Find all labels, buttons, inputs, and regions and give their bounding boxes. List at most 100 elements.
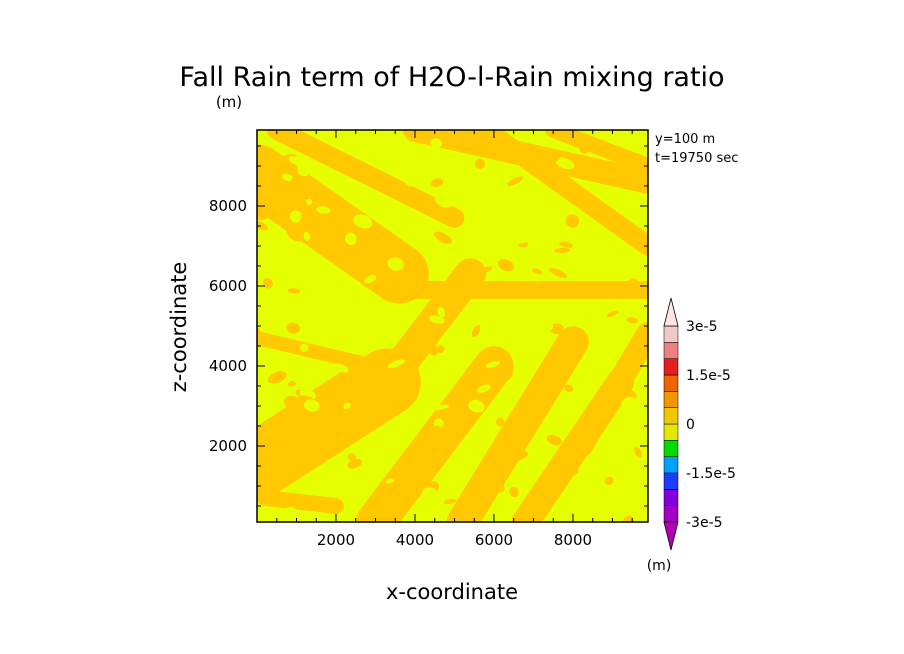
contour-patch <box>434 231 452 244</box>
contour-patch <box>285 267 304 278</box>
chart-title: Fall Rain term of H2O-l-Rain mixing rati… <box>179 62 724 93</box>
contour-band <box>569 322 648 458</box>
contour-patch <box>272 416 286 427</box>
contour-patch <box>627 278 639 288</box>
contour-patch <box>385 478 394 484</box>
contour-patch <box>282 173 294 182</box>
contour-patch <box>555 408 574 417</box>
contour-patch <box>501 147 516 161</box>
contour-patch <box>546 434 562 446</box>
contour-spots <box>257 133 643 522</box>
contour-patch <box>306 198 313 205</box>
contour-patch <box>360 377 370 391</box>
contour-patch <box>510 407 530 417</box>
contour-patch <box>385 427 399 435</box>
contour-patch <box>634 446 643 458</box>
contour-patch <box>550 323 564 335</box>
annotation-time: t=19750 sec <box>655 151 738 166</box>
contour-patch <box>630 205 640 213</box>
contour-patch <box>297 364 314 374</box>
x-tick-label: 2000 <box>317 531 355 549</box>
contour-patch <box>507 176 524 186</box>
contour-patch <box>472 432 487 443</box>
colorbar-swatch <box>663 489 679 506</box>
contour-patch <box>347 453 357 461</box>
contour-patch <box>497 259 515 272</box>
contour-band <box>257 490 344 514</box>
colorbar-label: 3e-5 <box>686 319 717 335</box>
colorbar-swatch <box>663 407 679 425</box>
x-tick-label: 8000 <box>554 531 592 549</box>
contour-patch <box>532 268 543 275</box>
contour-patch <box>496 417 505 427</box>
colorbar-label: -1.5e-5 <box>686 466 736 482</box>
x-tick-labels: 2000 4000 6000 8000 <box>317 531 592 549</box>
contour-patch <box>308 224 315 231</box>
contour-patch <box>448 353 465 366</box>
y-tick-label: 2000 <box>209 437 247 455</box>
colorbar-over-arrow <box>663 297 679 327</box>
contour-patch <box>436 345 445 354</box>
contour-patch <box>345 232 357 245</box>
contour-patch <box>291 176 302 183</box>
contour-patch <box>431 148 450 157</box>
contour-patch <box>300 510 318 522</box>
contour-patch <box>387 257 404 271</box>
contour-patch <box>549 268 568 278</box>
contour-patch <box>494 370 513 383</box>
colorbar-swatch <box>663 391 679 408</box>
plot-area <box>256 129 649 523</box>
contour-band <box>257 348 421 500</box>
contour-patch <box>624 390 637 400</box>
contour-band <box>446 326 589 522</box>
contour-patch <box>287 288 301 294</box>
colorbar-label: -3e-5 <box>686 515 723 531</box>
contour-patch <box>553 247 571 253</box>
contour-band <box>266 130 465 228</box>
contour-patch <box>341 297 350 304</box>
y-tick-labels: 2000 4000 6000 8000 <box>209 197 247 455</box>
contour-patch <box>606 310 619 318</box>
contour-patch <box>343 420 354 431</box>
colorbar-swatch <box>663 342 679 359</box>
contour-patch <box>473 444 484 456</box>
y-tick-label: 4000 <box>209 357 247 375</box>
contour-patch <box>477 384 491 393</box>
contour-patch <box>312 514 333 522</box>
contour-patch <box>536 323 554 335</box>
contour-patch <box>626 317 638 324</box>
y-tick-label: 8000 <box>209 197 247 215</box>
annotation-y: y=100 m <box>655 132 715 147</box>
y-axis-label: z-coordinate <box>167 262 191 393</box>
contour-patch <box>544 208 557 222</box>
contour-patch <box>287 380 296 387</box>
contour-patch <box>605 247 617 256</box>
contour-patch <box>432 457 444 464</box>
contour-patch <box>303 231 311 242</box>
contour-patch <box>579 142 592 154</box>
contour-patch <box>343 402 351 410</box>
contour-patch <box>430 138 443 148</box>
contour-patch <box>257 207 272 221</box>
contour-patch <box>422 487 437 498</box>
contour-patch <box>543 154 561 165</box>
contour-patch <box>285 454 296 463</box>
contour-patch <box>364 274 377 284</box>
contour-patch <box>286 322 301 334</box>
contour-patch <box>564 384 574 393</box>
contour-patch <box>520 463 534 476</box>
contour-patch <box>565 214 580 228</box>
contour-patch <box>561 463 579 476</box>
colorbar: 3e-5 1.5e-5 0 -1.5e-5 -3e-5 <box>663 297 736 551</box>
contour-patch <box>468 399 485 413</box>
contour-patch <box>471 324 481 338</box>
contour-patch <box>289 210 302 223</box>
contour-patch <box>267 371 287 384</box>
contour-patch <box>430 425 443 439</box>
colorbar-swatch <box>663 423 679 441</box>
contour-patch <box>517 234 529 244</box>
contour-patch <box>603 412 612 424</box>
contour-patch <box>258 433 277 444</box>
colorbar-label: 0 <box>686 417 695 433</box>
colorbar-swatch <box>663 472 679 490</box>
